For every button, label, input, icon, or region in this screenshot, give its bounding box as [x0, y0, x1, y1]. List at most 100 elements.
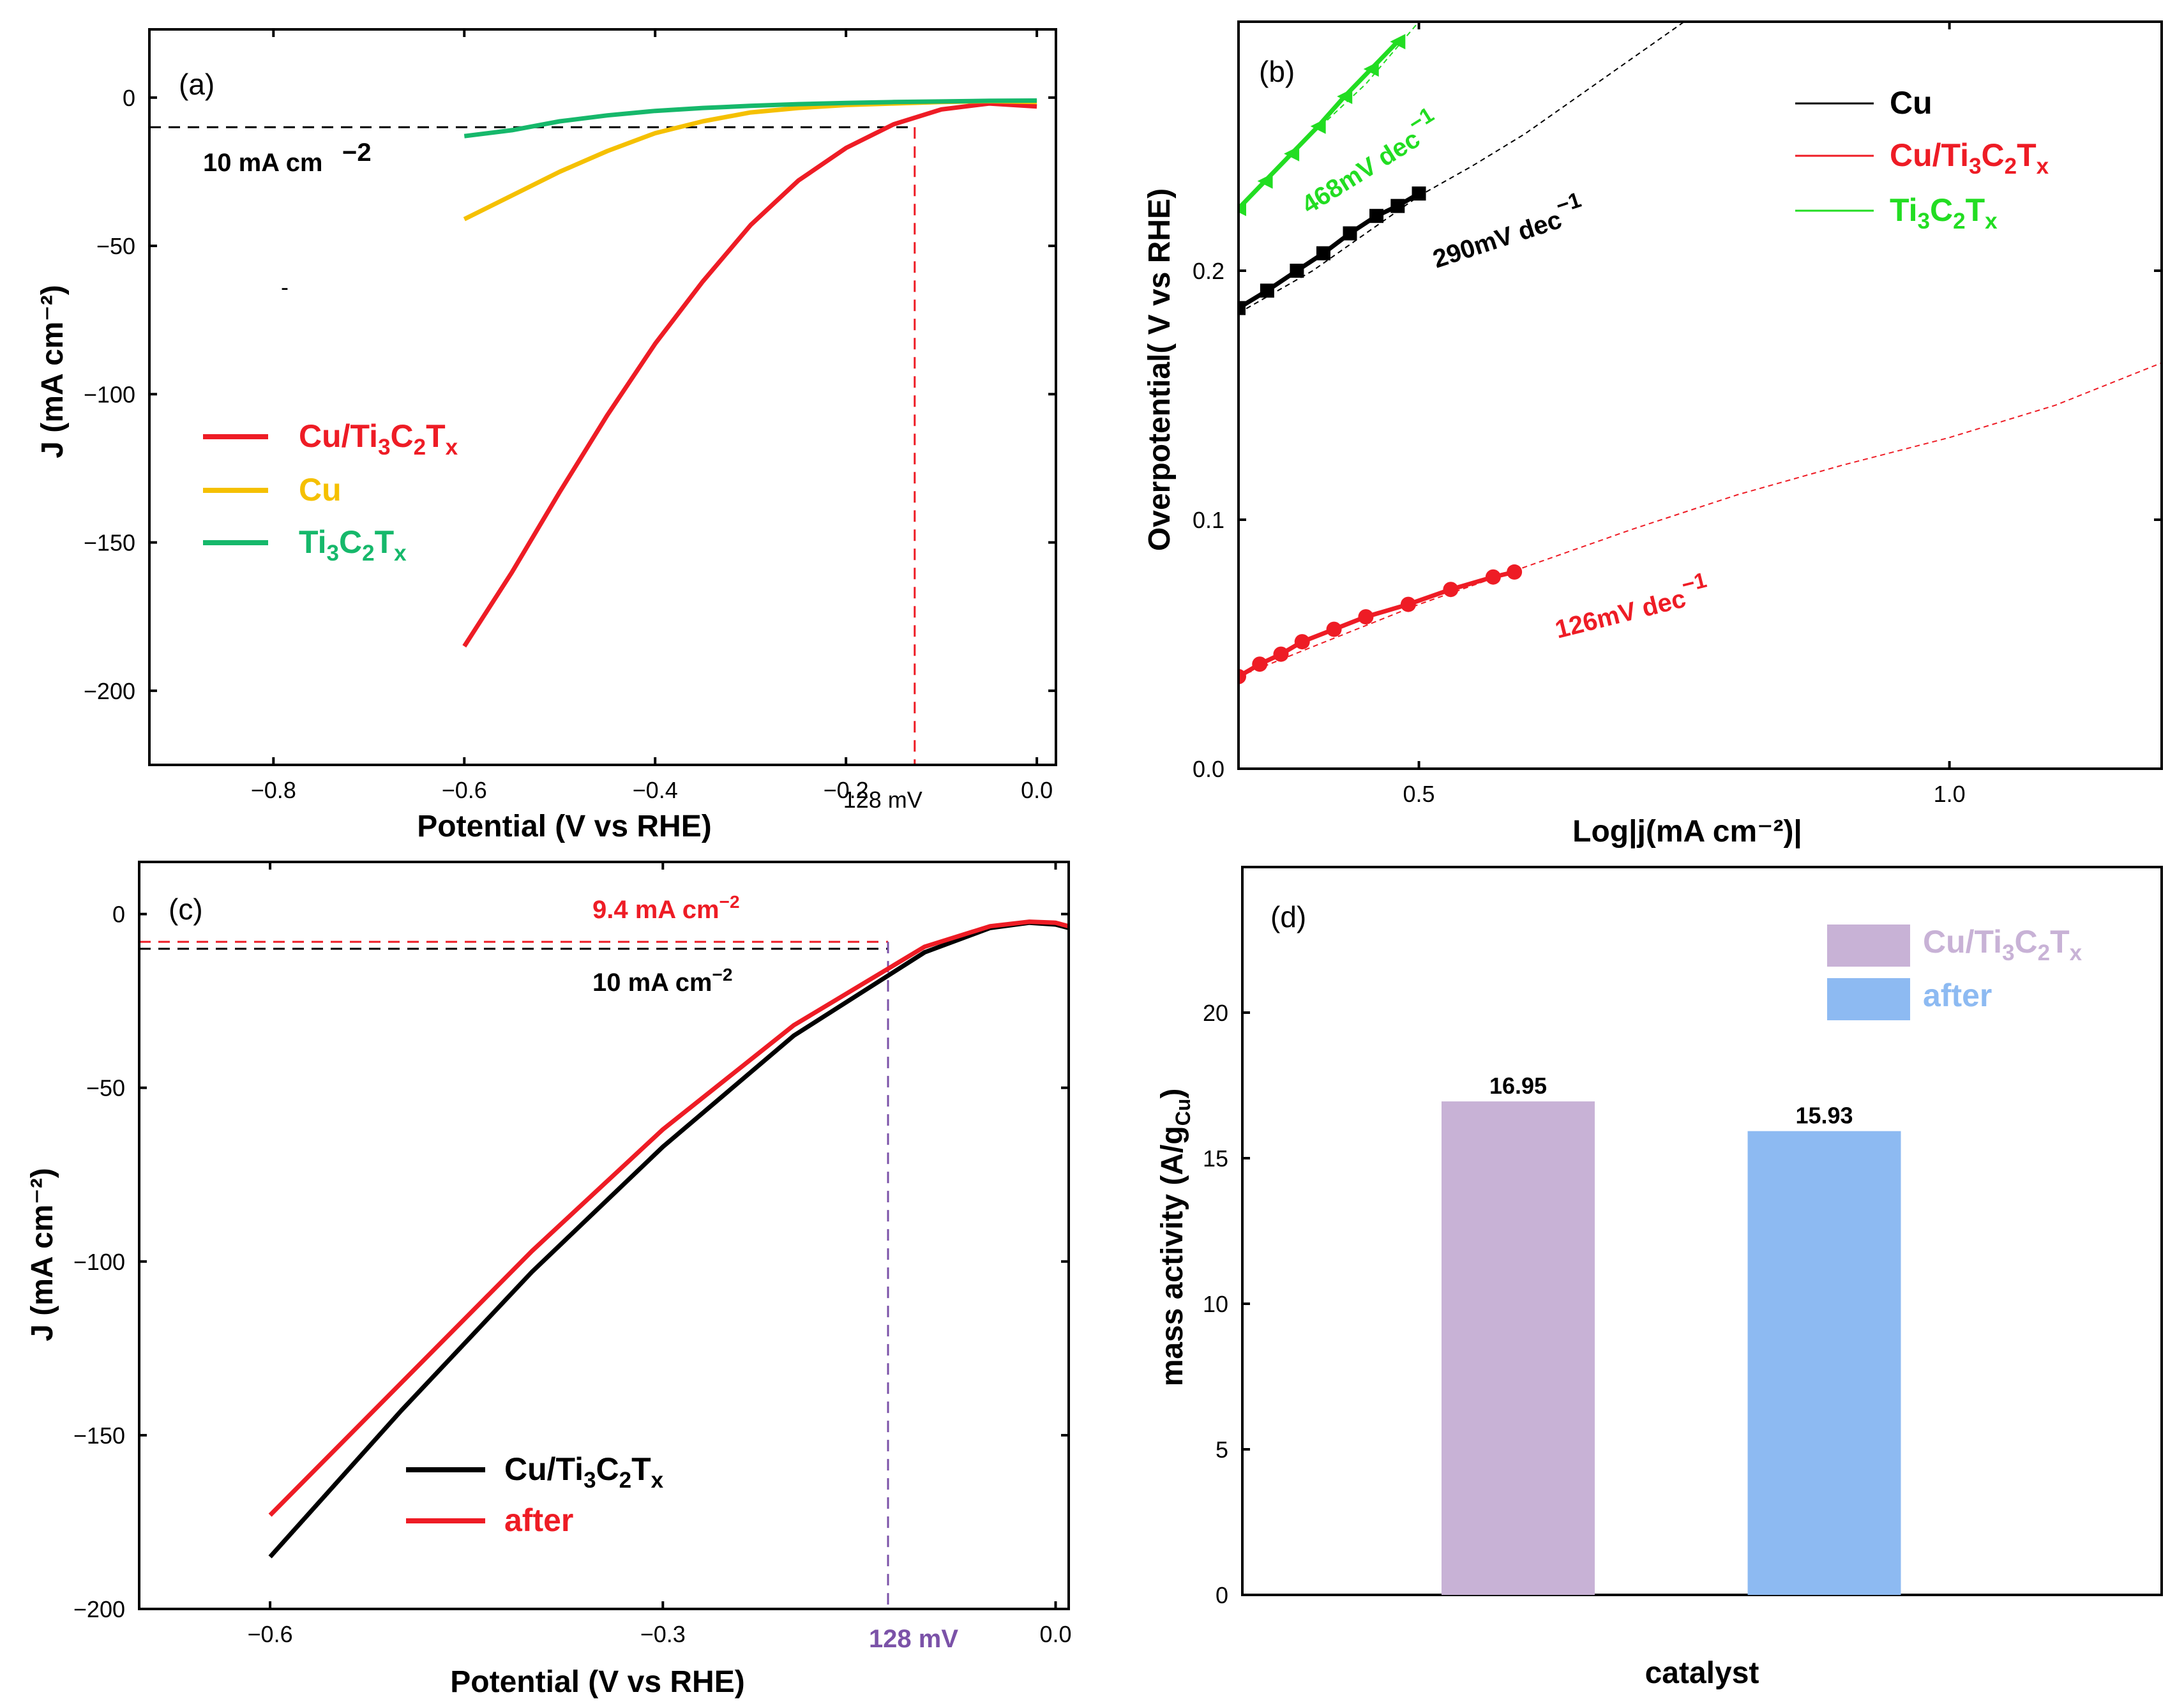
marker-circle	[1326, 621, 1342, 637]
ref-line-label-sup: −2	[342, 139, 372, 167]
y-tick-label: 10	[1203, 1291, 1228, 1317]
marker-circle	[1273, 646, 1289, 662]
y-axis-title: mass activity (A/gCu)	[1156, 1089, 1194, 1387]
y-tick-label: 0	[1216, 1582, 1228, 1608]
bar-value-label: 16.95	[1489, 1073, 1547, 1099]
marker-square	[1260, 283, 1274, 298]
marker-triangle	[1310, 118, 1326, 134]
marker-circle	[1443, 582, 1459, 598]
y-axis-title: Overpotential( V vs RHE)	[1143, 188, 1177, 551]
x-tick-label: −0.8	[251, 777, 296, 803]
marker-square	[1369, 209, 1384, 223]
y-axis-title: J (mA cm⁻²)	[36, 285, 70, 458]
marker-square	[1290, 264, 1304, 278]
black-ref-label: 10 mA cm−2	[592, 965, 732, 997]
x-tick-label: 0.0	[1021, 777, 1053, 803]
marker-circle	[1485, 569, 1501, 585]
marker-circle	[1358, 609, 1374, 625]
bar	[1747, 1131, 1901, 1595]
slope-label: 126mV dec−1	[1549, 568, 1712, 644]
x-tick-label: −0.4	[633, 777, 678, 803]
red-ref-label: 9.4 mA cm−2	[592, 892, 740, 924]
ref-line-label: 10 mA cm	[203, 149, 323, 177]
y-tick-label: 0	[112, 902, 125, 928]
legend-label: Cu	[299, 472, 342, 508]
series-dashed	[1239, 22, 1420, 209]
marker-circle	[1507, 564, 1523, 580]
x-axis-title: Potential (V vs RHE)	[417, 810, 711, 843]
y-tick-label: 20	[1203, 1000, 1228, 1026]
y-tick-label: −100	[73, 1249, 125, 1275]
fit-line	[1239, 570, 1515, 679]
stray-mark: -	[281, 274, 289, 300]
panel-label: (a)	[179, 68, 215, 101]
marker-128mV-label: 128 mV	[869, 1625, 958, 1653]
panel-a-frame	[148, 28, 1057, 766]
legend-label: Cu	[1890, 85, 1932, 121]
legend-label: Ti3C2Tx	[1890, 192, 1998, 234]
y-tick-label: −150	[84, 530, 135, 556]
panel-c-plot	[139, 919, 1069, 1609]
marker-triangle	[1257, 173, 1273, 189]
slope-label: 468mV dec−1	[1291, 103, 1445, 220]
marker-triangle	[1363, 61, 1379, 77]
x-tick-label: −0.2	[824, 777, 869, 803]
legend-label: Cu/Ti3C2Tx	[1890, 137, 2049, 179]
marker-128mV-label: 128 mV	[843, 787, 923, 813]
marker-square	[1239, 301, 1246, 315]
bar	[1442, 1101, 1595, 1595]
x-tick-label: 0.0	[1039, 1621, 1071, 1647]
y-tick-label: −50	[86, 1075, 125, 1101]
series-line	[463, 98, 1037, 139]
x-tick-label: −0.6	[248, 1621, 293, 1647]
marker-circle	[1252, 656, 1268, 672]
series-line	[268, 920, 1069, 1559]
marker-triangle	[1284, 146, 1300, 162]
legend-swatch	[1827, 925, 1910, 967]
y-tick-label: −150	[73, 1423, 125, 1449]
axis-ticks: −0.8 −0.6 −0.4 −0.2 0.0 0 −50 −100 −150 −200	[84, 29, 1056, 803]
marker-triangle	[1337, 89, 1353, 104]
marker-square	[1390, 199, 1405, 213]
slope-label: 290mV dec−1	[1426, 188, 1589, 274]
x-axis-title: Log|j(mA cm⁻²)|	[1572, 815, 1802, 849]
x-axis-title: Potential (V vs RHE)	[450, 1665, 744, 1699]
legend-label: Cu/Ti3C2Tx	[504, 1451, 664, 1493]
x-tick-label: −0.3	[640, 1621, 686, 1647]
bar-value-label: 15.93	[1795, 1103, 1853, 1129]
series-dashed	[1239, 362, 2162, 677]
marker-square	[1412, 186, 1426, 201]
legend-label: Ti3C2Tx	[299, 524, 407, 566]
y-tick-label: 0.2	[1193, 258, 1224, 284]
y-tick-label: 0	[123, 85, 135, 111]
x-tick-label: 1.0	[1934, 781, 1966, 807]
panel-label: (b)	[1259, 55, 1295, 88]
legend-label: after	[504, 1502, 573, 1538]
marker-circle	[1239, 668, 1246, 684]
panel-c-frame	[138, 861, 1070, 1610]
x-tick-label: −0.6	[442, 777, 487, 803]
y-tick-label: 5	[1216, 1437, 1228, 1463]
panel-label: (c)	[169, 893, 203, 926]
y-axis-title: J (mA cm⁻²)	[26, 1168, 59, 1341]
panel-d-frame	[1241, 866, 2163, 1596]
panel-label: (d)	[1270, 900, 1306, 933]
y-tick-label: 0.0	[1193, 756, 1224, 782]
marker-circle	[1294, 634, 1310, 650]
marker-triangle	[1390, 34, 1406, 50]
marker-triangle	[1239, 200, 1246, 216]
panel-b-plot	[1239, 22, 2162, 684]
legend-swatch	[1827, 978, 1910, 1020]
marker-square	[1316, 246, 1330, 260]
y-tick-label: 15	[1203, 1145, 1228, 1172]
series-line	[463, 98, 1037, 222]
y-tick-label: −200	[73, 1596, 125, 1622]
panel-a-plot	[149, 98, 1037, 765]
x-axis-title: catalyst	[1645, 1656, 1759, 1690]
axis-ticks: 0.5 1.0 0.0 0.1 0.2	[1193, 22, 2162, 807]
x-tick-label: 0.5	[1403, 781, 1435, 807]
marker-circle	[1400, 596, 1416, 612]
legend-label: Cu/Ti3C2Tx	[299, 418, 458, 460]
y-tick-label: −50	[96, 233, 135, 259]
